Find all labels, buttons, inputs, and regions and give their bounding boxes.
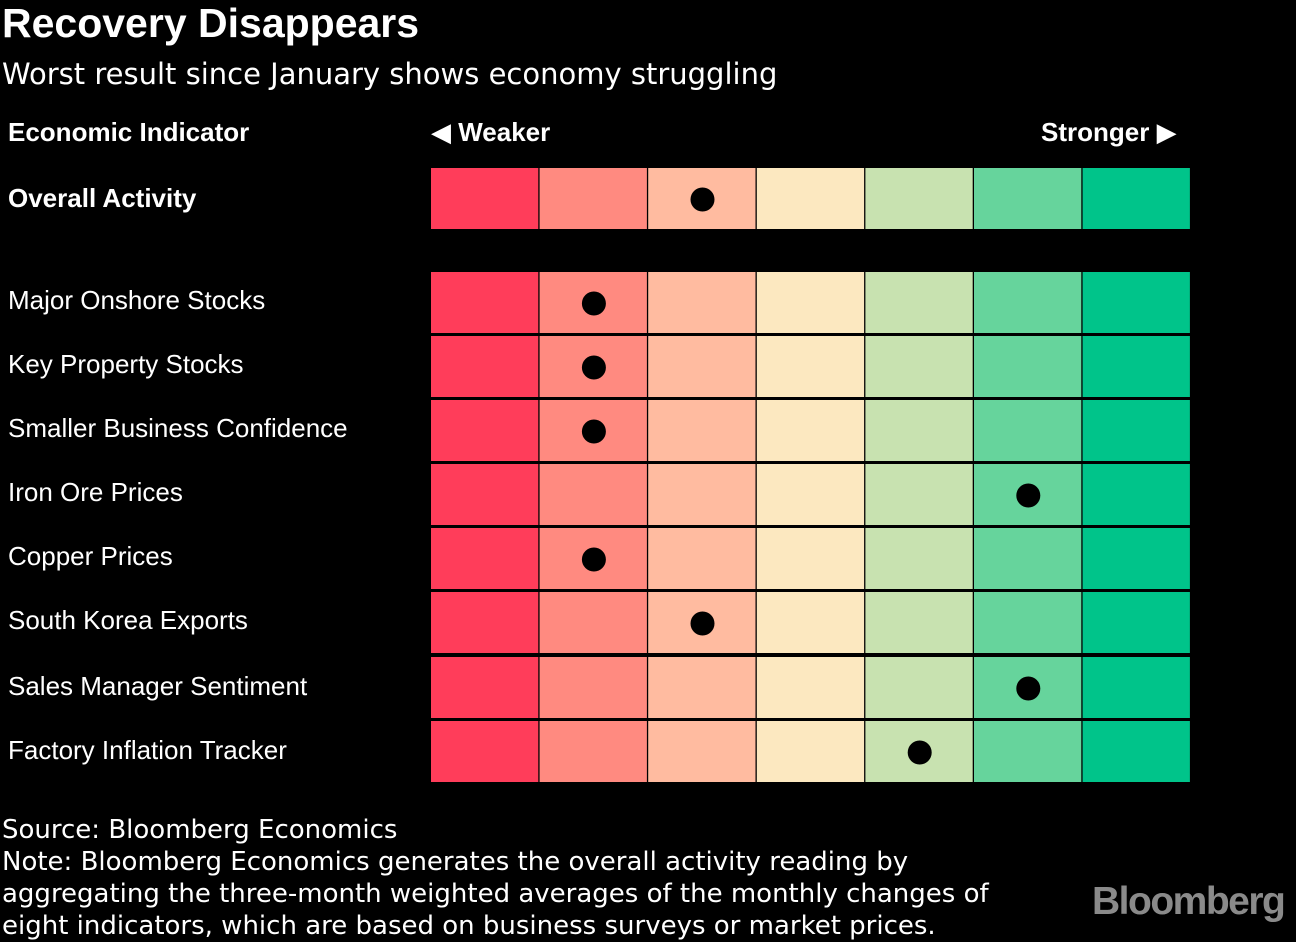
iron-ore-prices-cell-7 xyxy=(1082,464,1190,525)
major-onshore-stocks-cell-3 xyxy=(648,272,756,333)
sales-manager-sentiment-cell-3 xyxy=(648,657,756,718)
copper-prices-cell-1 xyxy=(431,528,539,589)
smaller-business-confidence-cell-7 xyxy=(1082,400,1190,461)
source-note: Source: Bloomberg Economics xyxy=(2,815,398,845)
smaller-business-confidence-marker xyxy=(581,419,606,444)
key-property-stocks-cell-7 xyxy=(1082,336,1190,397)
iron-ore-prices-cell-5 xyxy=(865,464,973,525)
major-onshore-stocks-cell-4 xyxy=(756,272,865,333)
overall-activity-cell-2 xyxy=(539,168,647,229)
key-property-stocks-cell-6 xyxy=(974,336,1082,397)
iron-ore-prices-cell-1 xyxy=(431,464,539,525)
south-korea-exports-marker xyxy=(690,611,715,636)
major-onshore-stocks-cell-6 xyxy=(974,272,1082,333)
footer-notes: Source: Bloomberg Economics Note: Bloomb… xyxy=(2,814,989,942)
key-property-stocks-marker xyxy=(581,355,606,380)
indicator-label-smaller-business-confidence: Smaller Business Confidence xyxy=(8,413,348,443)
header-weaker: ◀ Weaker xyxy=(431,117,551,147)
south-korea-exports-cell-6 xyxy=(974,592,1082,653)
key-property-stocks-cell-4 xyxy=(756,336,865,397)
chart-subtitle: Worst result since January shows economy… xyxy=(2,57,778,91)
header-economic-indicator: Economic Indicator xyxy=(8,117,250,147)
overall-activity-cell-1 xyxy=(431,168,539,229)
sales-manager-sentiment-cell-1 xyxy=(431,657,539,718)
overall-activity-cell-7 xyxy=(1082,168,1190,229)
smaller-business-confidence-cell-4 xyxy=(756,400,865,461)
key-property-stocks-cell-1 xyxy=(431,336,539,397)
smaller-business-confidence-cell-6 xyxy=(974,400,1082,461)
bloomberg-logo: Bloomberg xyxy=(1092,880,1286,923)
iron-ore-prices-cell-3 xyxy=(648,464,756,525)
factory-inflation-tracker-cell-4 xyxy=(756,721,865,782)
sales-manager-sentiment-marker xyxy=(1016,676,1041,701)
factory-inflation-tracker-cell-2 xyxy=(539,721,647,782)
major-onshore-stocks-cell-5 xyxy=(865,272,973,333)
note-line-3: eight indicators, which are based on bus… xyxy=(2,911,936,941)
south-korea-exports-cell-5 xyxy=(865,592,973,653)
indicator-label-copper-prices: Copper Prices xyxy=(8,541,173,571)
indicator-label-sales-manager-sentiment: Sales Manager Sentiment xyxy=(8,671,308,701)
major-onshore-stocks-cell-1 xyxy=(431,272,539,333)
header-stronger: Stronger ▶ xyxy=(1041,117,1177,147)
copper-prices-marker xyxy=(581,547,606,572)
factory-inflation-tracker-cell-7 xyxy=(1082,721,1190,782)
overall-activity-label: Overall Activity xyxy=(8,183,197,213)
sales-manager-sentiment-cell-4 xyxy=(756,657,865,718)
note-line-1: Note: Bloomberg Economics generates the … xyxy=(2,847,909,877)
sales-manager-sentiment-cell-7 xyxy=(1082,657,1190,718)
key-property-stocks-cell-5 xyxy=(865,336,973,397)
factory-inflation-tracker-cell-1 xyxy=(431,721,539,782)
iron-ore-prices-cell-4 xyxy=(756,464,865,525)
major-onshore-stocks-cell-7 xyxy=(1082,272,1190,333)
indicator-label-key-property-stocks: Key Property Stocks xyxy=(8,349,244,379)
major-onshore-stocks-marker xyxy=(581,291,606,316)
indicator-label-iron-ore-prices: Iron Ore Prices xyxy=(8,477,183,507)
indicator-label-south-korea-exports: South Korea Exports xyxy=(8,605,248,635)
copper-prices-cell-6 xyxy=(974,528,1082,589)
south-korea-exports-cell-2 xyxy=(539,592,647,653)
copper-prices-cell-7 xyxy=(1082,528,1190,589)
factory-inflation-tracker-cell-3 xyxy=(648,721,756,782)
factory-inflation-tracker-cell-6 xyxy=(974,721,1082,782)
overall-activity-cell-5 xyxy=(865,168,973,229)
copper-prices-cell-4 xyxy=(756,528,865,589)
iron-ore-prices-marker xyxy=(1016,483,1041,508)
south-korea-exports-cell-4 xyxy=(756,592,865,653)
key-property-stocks-cell-3 xyxy=(648,336,756,397)
smaller-business-confidence-cell-1 xyxy=(431,400,539,461)
indicator-label-major-onshore-stocks: Major Onshore Stocks xyxy=(8,285,266,315)
chart-title: Recovery Disappears xyxy=(2,0,420,46)
overall-activity-marker xyxy=(690,187,715,212)
smaller-business-confidence-cell-3 xyxy=(648,400,756,461)
iron-ore-prices-cell-2 xyxy=(539,464,647,525)
indicator-label-factory-inflation-tracker: Factory Inflation Tracker xyxy=(8,735,287,765)
south-korea-exports-cell-7 xyxy=(1082,592,1190,653)
south-korea-exports-cell-1 xyxy=(431,592,539,653)
note-line-2: aggregating the three-month weighted ave… xyxy=(2,879,989,909)
factory-inflation-tracker-marker xyxy=(907,740,932,765)
copper-prices-cell-5 xyxy=(865,528,973,589)
overall-activity-cell-6 xyxy=(974,168,1082,229)
sales-manager-sentiment-cell-2 xyxy=(539,657,647,718)
smaller-business-confidence-cell-5 xyxy=(865,400,973,461)
copper-prices-cell-3 xyxy=(648,528,756,589)
sales-manager-sentiment-cell-5 xyxy=(865,657,973,718)
overall-activity-cell-4 xyxy=(756,168,865,229)
